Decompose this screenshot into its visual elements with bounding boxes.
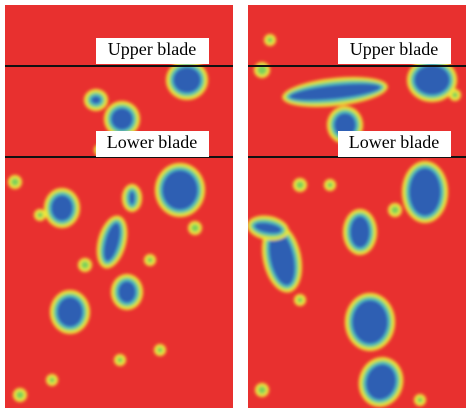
vapor-region bbox=[327, 182, 333, 188]
vapor-region bbox=[414, 65, 450, 95]
vapor-region bbox=[157, 347, 163, 353]
vapor-region bbox=[117, 357, 123, 363]
panel-label: Upper blade bbox=[108, 39, 196, 59]
vapor-region bbox=[297, 297, 303, 303]
panel-label: Lower blade bbox=[349, 132, 439, 152]
vapor-region bbox=[258, 386, 266, 394]
vapor-region bbox=[57, 297, 83, 327]
figure: Upper blade Lower blade Upper blade Lowe… bbox=[0, 0, 472, 413]
panel-label: Upper blade bbox=[350, 39, 438, 59]
vapor-region bbox=[129, 191, 135, 205]
vapor-region bbox=[51, 195, 73, 221]
vapor-region bbox=[111, 108, 133, 130]
vapor-region bbox=[162, 170, 198, 210]
vapor-region bbox=[417, 397, 423, 403]
vapor-region bbox=[49, 377, 55, 383]
vapor-region bbox=[147, 257, 153, 263]
vapor-region bbox=[409, 168, 441, 216]
vapor-region bbox=[352, 300, 388, 344]
vapor-region bbox=[118, 281, 136, 303]
vapor-region bbox=[452, 92, 458, 98]
panel-label: Lower blade bbox=[107, 132, 197, 152]
vapor-region bbox=[350, 216, 370, 248]
vapor-region bbox=[91, 96, 101, 104]
vapor-region bbox=[11, 178, 19, 186]
vapor-region bbox=[173, 67, 201, 93]
vapor-region bbox=[16, 391, 24, 399]
vapor-region bbox=[267, 37, 273, 43]
vapor-region bbox=[81, 261, 89, 269]
vapor-region bbox=[37, 212, 43, 218]
vapor-region bbox=[296, 181, 304, 189]
vapor-region bbox=[391, 206, 399, 214]
vapor-region bbox=[191, 224, 199, 232]
